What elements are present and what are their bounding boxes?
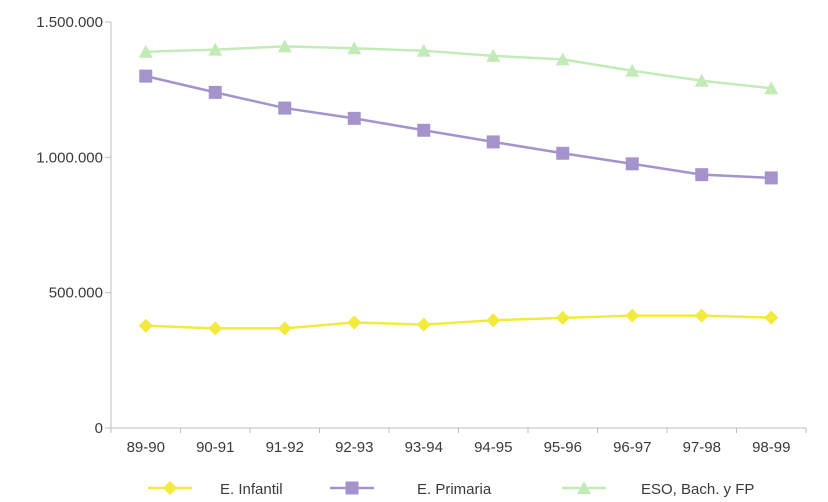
- x-tick-label: 89-90: [127, 439, 165, 456]
- y-tick-label: 1.500.000: [36, 14, 103, 31]
- series-triangle: [138, 39, 779, 95]
- series-layer: [138, 39, 779, 336]
- y-axis-ticks: 0 500.000 1.000.000 1.500.000: [36, 14, 111, 437]
- data-point: [208, 42, 223, 56]
- data-point: [416, 43, 431, 57]
- data-point: [556, 146, 570, 160]
- x-tick-label: 91-92: [266, 439, 304, 456]
- data-point: [694, 73, 709, 87]
- legend: E. Infantil E. Primaria ESO, Bach. y FP: [148, 481, 754, 498]
- x-tick-label: 92-93: [335, 439, 373, 456]
- legend-label: ESO, Bach. y FP: [641, 481, 754, 498]
- x-tick-label: 97-98: [683, 439, 721, 456]
- data-point: [208, 321, 223, 336]
- data-point: [347, 41, 362, 55]
- legend-item: E. Infantil: [148, 481, 283, 498]
- legend-label: E. Infantil: [220, 481, 283, 498]
- x-tick-label: 94-95: [474, 439, 512, 456]
- data-point: [416, 317, 431, 332]
- x-tick-label: 96-97: [613, 439, 651, 456]
- series-diamond: [138, 308, 779, 336]
- data-point: [695, 168, 709, 182]
- x-tick-label: 93-94: [405, 439, 443, 456]
- series-line: [145, 314, 772, 330]
- data-point: [625, 157, 639, 171]
- data-point: [486, 313, 501, 328]
- data-point: [764, 171, 778, 185]
- legend-label: E. Primaria: [417, 481, 492, 498]
- data-point: [139, 69, 153, 83]
- data-point: [555, 52, 570, 66]
- y-tick-label: 500.000: [49, 285, 103, 302]
- y-tick-label: 0: [95, 420, 103, 437]
- data-point: [625, 308, 640, 323]
- data-point: [486, 48, 501, 62]
- data-point: [417, 123, 431, 137]
- legend-item: E. Primaria: [330, 481, 492, 498]
- data-point: [764, 310, 779, 325]
- x-axis-ticks: 89-90 90-91 91-92 92-93 93-94 94-95 95-96 96-97…: [110, 428, 807, 456]
- series-line: [145, 45, 772, 90]
- legend-marker: [345, 481, 359, 495]
- data-point: [347, 111, 361, 125]
- data-point: [347, 315, 362, 330]
- data-point: [625, 63, 640, 77]
- data-point: [764, 81, 779, 95]
- data-point: [138, 44, 153, 58]
- x-tick-label: 98-99: [752, 439, 790, 456]
- x-tick-label: 90-91: [196, 439, 234, 456]
- data-point: [208, 85, 222, 99]
- legend-marker: [163, 481, 177, 495]
- legend-item: ESO, Bach. y FP: [562, 481, 754, 498]
- data-point: [138, 318, 153, 333]
- data-point: [278, 101, 292, 115]
- data-point: [486, 135, 500, 149]
- x-tick-label: 95-96: [544, 439, 582, 456]
- y-tick-label: 1.000.000: [36, 149, 103, 166]
- series-line: [145, 74, 772, 180]
- data-point: [277, 321, 292, 336]
- data-point: [694, 308, 709, 323]
- data-point: [555, 310, 570, 325]
- series-square: [139, 69, 778, 185]
- data-point: [277, 39, 292, 53]
- legend-marker: [577, 481, 591, 494]
